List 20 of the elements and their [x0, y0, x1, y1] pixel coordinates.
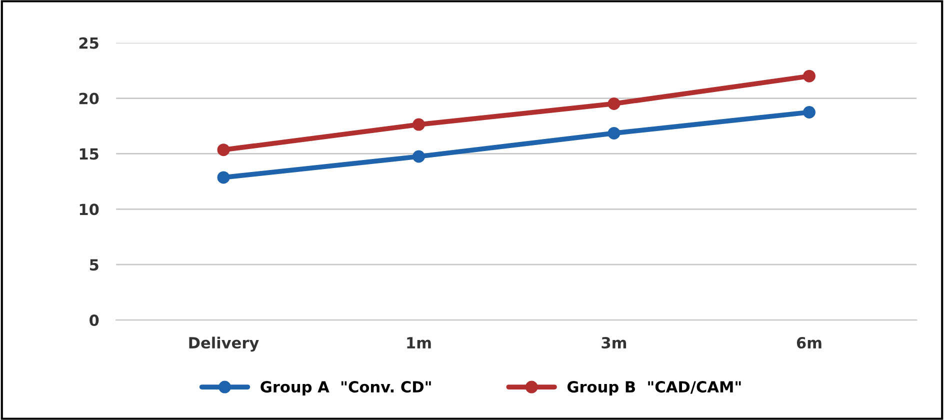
point: [217, 144, 230, 156]
y-tick-label: 25: [79, 37, 98, 49]
point: [412, 118, 425, 131]
legend-label: Group B "CAD/CAM": [567, 381, 741, 396]
x-tick-label: Delivery: [189, 336, 259, 352]
y-tick-label: 15: [80, 148, 98, 160]
point: [608, 97, 620, 110]
point: [217, 171, 230, 184]
legend-label: Group A "Conv. CD": [260, 381, 431, 396]
point: [608, 126, 620, 140]
y-tick-label: 10: [80, 204, 99, 216]
x-tick-label: 1m: [407, 337, 431, 348]
point: [802, 70, 816, 82]
y-tick-label: 0: [90, 314, 99, 326]
y-tick-label: 20: [79, 92, 99, 104]
y-tick-label: 5: [90, 259, 98, 271]
x-tick-label: 3m: [602, 336, 626, 349]
x-tick-label: 6m: [796, 336, 822, 349]
point: [802, 106, 816, 118]
point: [412, 150, 425, 163]
